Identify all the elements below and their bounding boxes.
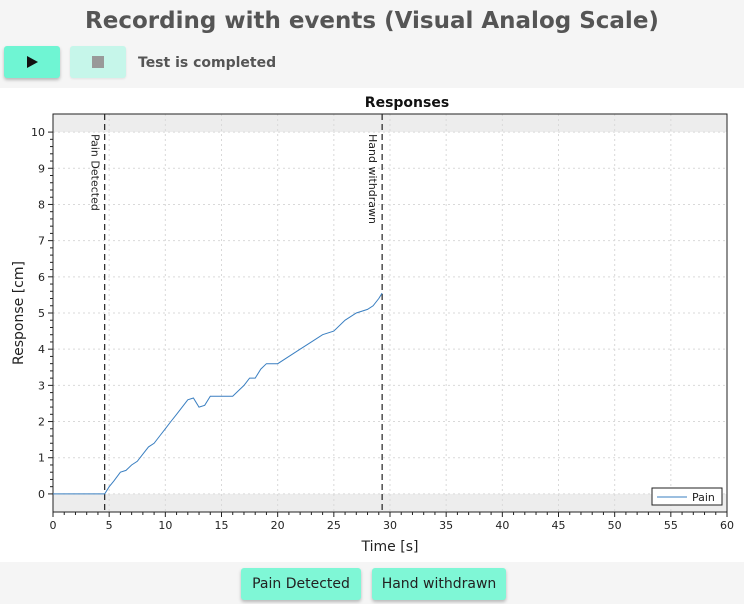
y-tick-label: 9 xyxy=(38,162,45,175)
x-tick-label: 25 xyxy=(327,519,341,532)
x-tick-label: 35 xyxy=(439,519,453,532)
y-tick-label: 0 xyxy=(38,488,45,501)
x-tick-label: 55 xyxy=(664,519,678,532)
y-tick-label: 3 xyxy=(38,379,45,392)
y-tick-label: 7 xyxy=(38,235,45,248)
shaded-band xyxy=(53,493,727,512)
shaded-band xyxy=(53,114,727,133)
x-tick-label: 45 xyxy=(552,519,566,532)
hand-withdrawn-button[interactable]: Hand withdrawn xyxy=(372,568,506,600)
y-tick-label: 4 xyxy=(38,343,45,356)
y-tick-label: 1 xyxy=(38,452,45,465)
page-title: Recording with events (Visual Analog Sca… xyxy=(85,8,659,34)
y-tick-label: 5 xyxy=(38,307,45,320)
x-tick-label: 50 xyxy=(608,519,622,532)
event-label: Hand withdrawn xyxy=(366,134,379,224)
event-bar: Pain Detected Hand withdrawn xyxy=(0,562,744,604)
legend: Pain xyxy=(651,487,723,506)
chart-panel: 0 5 10 15 20 25 30 35 40 45 50 55 60 0 1 2 3 4 5 6 7 8 9 10 Resp… xyxy=(0,88,744,562)
play-icon xyxy=(27,56,38,68)
status-text: Test is completed xyxy=(138,55,277,71)
play-button[interactable] xyxy=(4,46,60,78)
series-line xyxy=(53,292,383,495)
chart-title: Responses xyxy=(365,95,449,111)
y-tick-label: 6 xyxy=(38,271,45,284)
legend-label: Pain xyxy=(692,491,715,504)
y-tick-label: 2 xyxy=(38,416,45,429)
x-tick-label: 15 xyxy=(215,519,229,532)
x-tick-label: 30 xyxy=(383,519,397,532)
x-tick-label: 5 xyxy=(106,519,113,532)
stop-button[interactable] xyxy=(70,46,126,78)
event-label: Pain Detected xyxy=(89,134,102,211)
x-tick-label: 10 xyxy=(158,519,172,532)
x-tick-label: 0 xyxy=(50,519,57,532)
stop-icon xyxy=(92,56,104,68)
x-tick-label: 60 xyxy=(720,519,734,532)
y-tick-label: 10 xyxy=(31,126,45,139)
toolbar: Test is completed xyxy=(0,46,744,80)
x-axis-label: Time [s] xyxy=(361,539,419,555)
y-axis-label: Response [cm] xyxy=(11,261,27,365)
pain-detected-button[interactable]: Pain Detected xyxy=(241,568,361,600)
x-tick-label: 20 xyxy=(271,519,285,532)
x-tick-label: 40 xyxy=(495,519,509,532)
y-tick-label: 8 xyxy=(38,198,45,211)
responses-chart: 0 5 10 15 20 25 30 35 40 45 50 55 60012345678910Resp… xyxy=(11,95,734,555)
